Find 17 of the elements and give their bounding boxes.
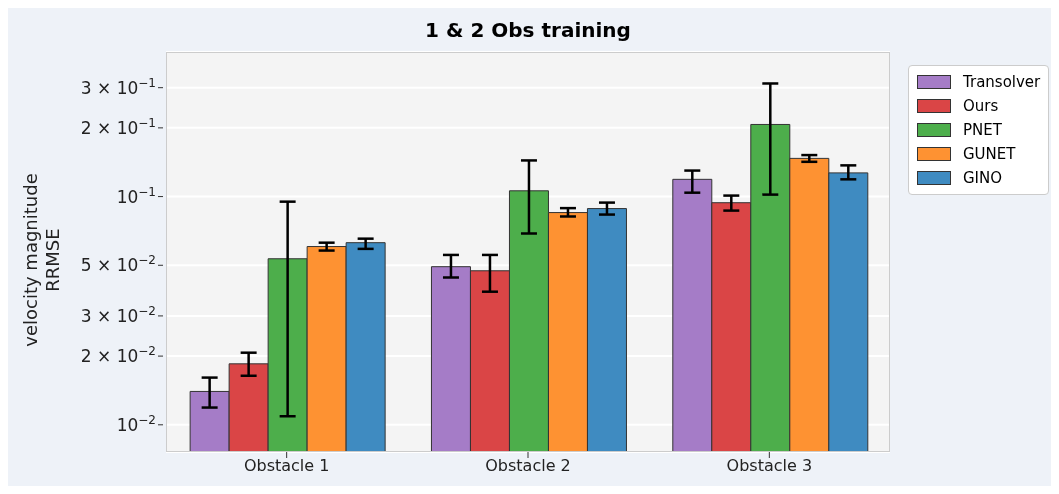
legend-label: GUNET — [963, 145, 1016, 163]
y-axis-title: velocity magnitude RRMSE — [20, 173, 63, 347]
legend-label: Ours — [963, 97, 999, 115]
y-tick-label: 3 × 10$^{−1}$ — [80, 75, 156, 98]
chart-title: 1 & 2 Obs training — [424, 18, 632, 42]
y-tick-label: 5 × 10$^{−2}$ — [80, 253, 156, 276]
x-tick-label: Obstacle 1 — [243, 456, 330, 476]
x-tick-label: Obstacle 2 — [485, 456, 571, 476]
legend-label: GINO — [963, 169, 1003, 187]
y-tick-label: 2 × 10$^{−2}$ — [80, 344, 156, 367]
y-tick-label: 2 × 10$^{−1}$ — [80, 115, 156, 138]
legend-label: PNET — [963, 121, 1002, 139]
y-tick-label: 10$^{−1}$ — [116, 184, 156, 207]
x-tick-label: Obstacle 3 — [726, 456, 813, 476]
legend-label: Transolver — [963, 73, 1041, 91]
y-tick-label: 3 × 10$^{−2}$ — [80, 303, 156, 326]
y-tick-label: 10$^{−2}$ — [116, 412, 156, 435]
